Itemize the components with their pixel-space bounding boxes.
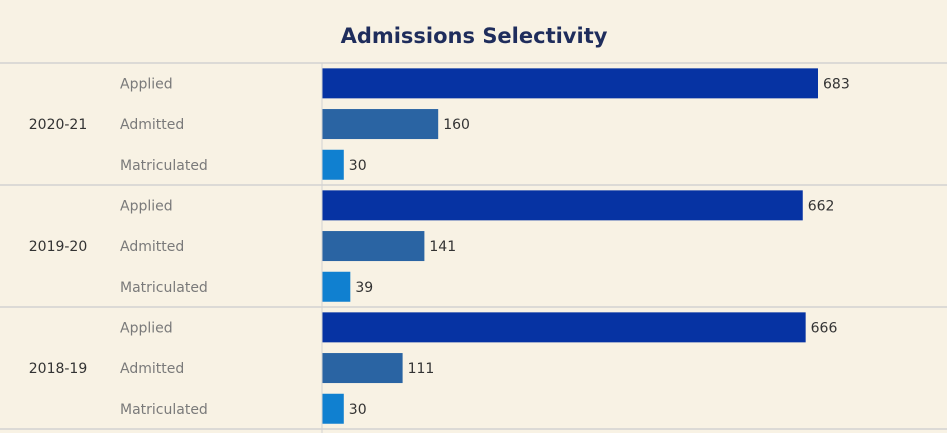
bar-applied	[322, 312, 806, 343]
measure-label: Applied	[120, 198, 173, 214]
year-label: 2018-19	[29, 361, 88, 377]
value-label: 111	[408, 361, 435, 377]
bar-applied	[322, 190, 803, 221]
plot-area: 2020-21 Applied 683 Admitted 160 Matriculated…	[0, 62, 947, 433]
value-label: 683	[823, 76, 850, 92]
value-label: 662	[808, 198, 835, 214]
bar-matriculated	[322, 393, 344, 424]
measure-label: Matriculated	[120, 280, 208, 296]
bar-admitted	[322, 231, 425, 262]
measure-label: Applied	[120, 76, 173, 92]
measure-label: Admitted	[120, 239, 184, 255]
measure-label: Applied	[120, 320, 173, 336]
value-label: 30	[349, 158, 367, 174]
measure-label: Matriculated	[120, 158, 208, 174]
measure-label: Admitted	[120, 361, 184, 377]
chart-title: Admissions Selectivity	[341, 24, 608, 48]
value-label: 141	[429, 239, 456, 255]
year-label: 2019-20	[29, 239, 88, 255]
bar-admitted	[322, 353, 403, 384]
value-label: 160	[443, 117, 470, 133]
year-label: 2020-21	[29, 117, 88, 133]
measure-label: Admitted	[120, 117, 184, 133]
value-label: 666	[811, 320, 838, 336]
bar-admitted	[322, 109, 439, 140]
bar-applied	[322, 68, 818, 99]
value-label: 30	[349, 402, 367, 418]
bar-matriculated	[322, 149, 344, 180]
bar-matriculated	[322, 271, 351, 302]
value-label: 39	[355, 280, 373, 296]
measure-label: Matriculated	[120, 402, 208, 418]
